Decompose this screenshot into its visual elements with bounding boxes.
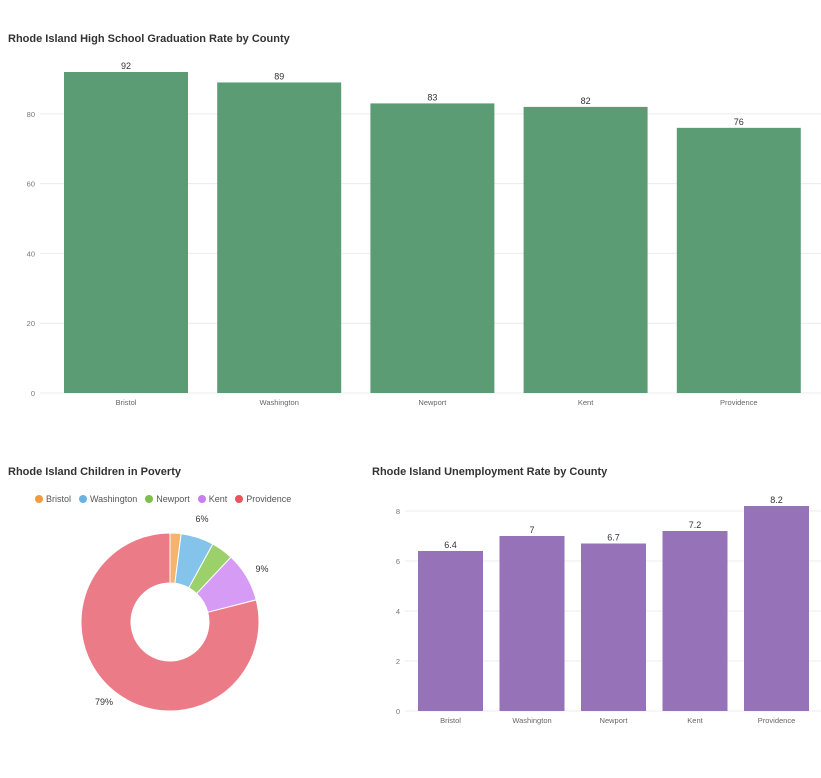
y-tick-label: 6 [396, 557, 400, 566]
slice-percent-label: 79% [95, 697, 113, 707]
x-category-label: Washington [260, 398, 299, 407]
legend-swatch [145, 495, 154, 503]
poverty-legend: Bristol Washington Newport Kent Providence [35, 494, 291, 504]
bar [418, 551, 483, 711]
legend-label: Washington [90, 494, 138, 504]
bar-value-label: 8.2 [770, 495, 783, 505]
donut-slice [80, 532, 260, 712]
x-category-label: Kent [687, 716, 703, 725]
x-category-label: Providence [720, 398, 758, 407]
bar [64, 72, 188, 393]
y-tick-label: 60 [27, 180, 35, 189]
legend-item[interactable]: Washington [79, 494, 137, 504]
bar [499, 536, 565, 711]
x-category-label: Newport [418, 398, 447, 407]
bar-value-label: 89 [274, 71, 284, 81]
bar-value-label: 6.7 [607, 533, 620, 543]
bar-value-label: 83 [427, 92, 437, 102]
y-tick-label: 4 [396, 607, 400, 616]
chart-title-poverty: Rhode Island Children in Poverty [8, 466, 181, 478]
bar [370, 103, 495, 394]
y-tick-label: 40 [27, 249, 35, 258]
legend-label: Providence [246, 494, 292, 504]
legend-swatch [35, 495, 43, 503]
bar-value-label: 7.2 [689, 520, 702, 530]
legend-label: Bristol [46, 494, 72, 504]
y-tick-label: 80 [27, 110, 35, 119]
bar [676, 127, 801, 394]
legend-swatch [235, 495, 244, 503]
legend-swatch [197, 495, 206, 503]
x-category-label: Bristol [116, 398, 137, 407]
y-tick-label: 2 [396, 657, 400, 666]
bar [581, 543, 646, 711]
legend-item[interactable]: Providence [235, 494, 291, 504]
x-category-label: Bristol [440, 716, 461, 725]
bar [744, 506, 809, 711]
bar-value-label: 76 [734, 117, 744, 127]
chart-title-unemployment: Rhode Island Unemployment Rate by County [372, 466, 608, 478]
bar-value-label: 6.4 [444, 540, 457, 550]
y-tick-label: 8 [396, 507, 400, 516]
bar-value-label: 92 [121, 61, 131, 71]
x-category-label: Newport [600, 716, 629, 725]
chart-title-graduation: Rhode Island High School Graduation Rate… [8, 33, 290, 45]
x-category-label: Washington [512, 716, 551, 725]
legend-label: Kent [208, 494, 228, 504]
y-tick-label: 20 [27, 319, 35, 328]
bar [662, 531, 728, 711]
bar [217, 82, 342, 393]
legend-item[interactable]: Kent [197, 494, 228, 504]
legend-item[interactable]: Newport [145, 494, 190, 504]
legend-label: Newport [156, 494, 190, 504]
legend-item[interactable]: Bristol [35, 494, 71, 504]
bar [523, 106, 648, 394]
y-tick-label: 0 [396, 707, 400, 716]
bar-value-label: 7 [529, 525, 534, 535]
x-category-label: Kent [578, 398, 594, 407]
legend-swatch [79, 495, 88, 503]
y-tick-label: 0 [31, 389, 35, 398]
slice-percent-label: 9% [255, 564, 268, 574]
x-category-label: Providence [758, 716, 796, 725]
slice-percent-label: 6% [195, 514, 208, 524]
bar-value-label: 82 [581, 96, 591, 106]
